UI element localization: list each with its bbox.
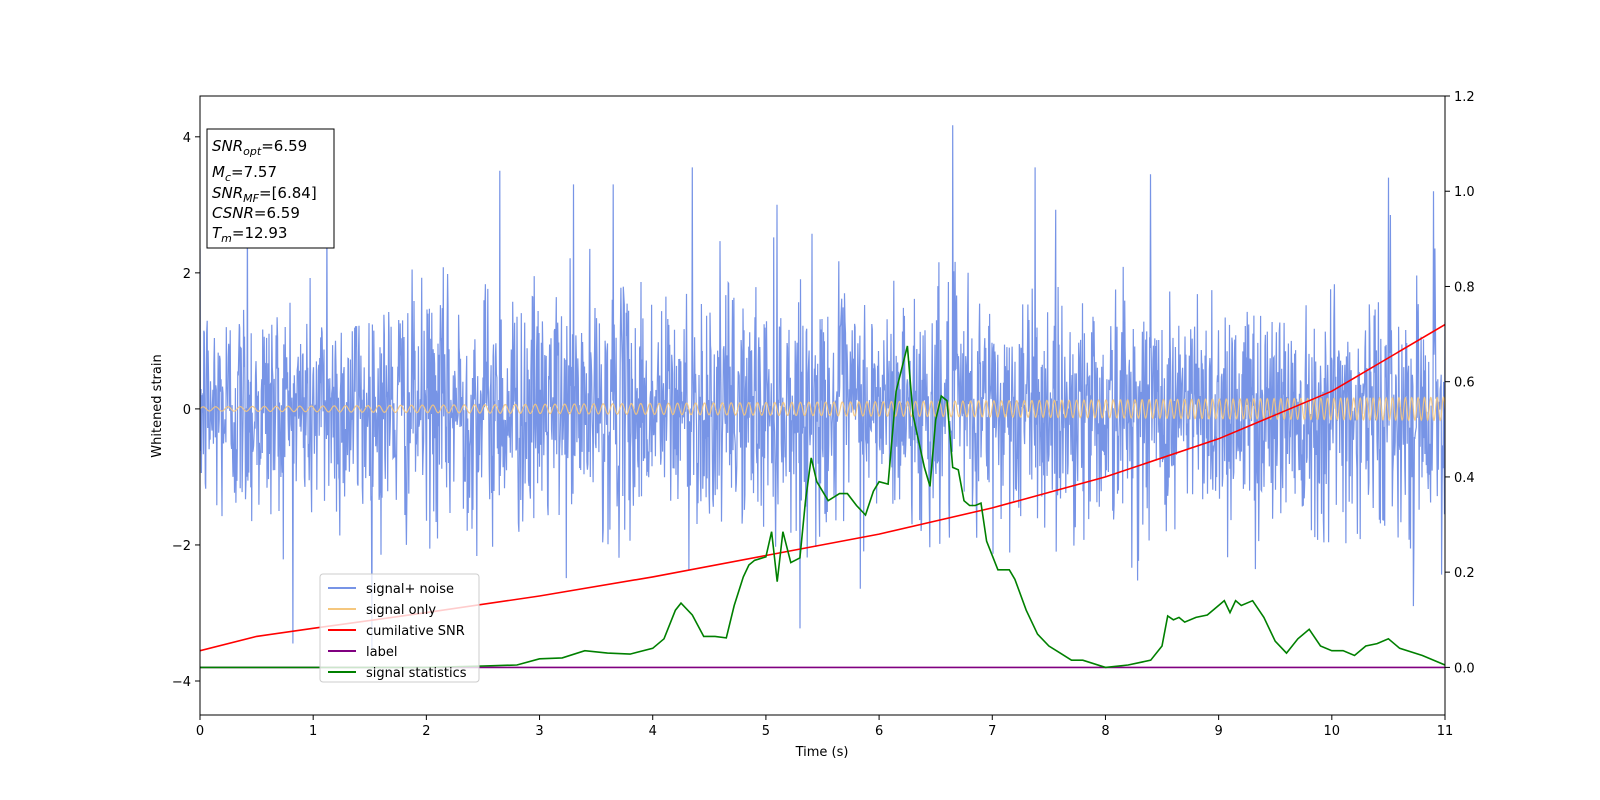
x-tick-label: 2 bbox=[422, 724, 430, 739]
legend-label: cumilative SNR bbox=[366, 624, 465, 639]
x-tick-label: 0 bbox=[196, 724, 204, 739]
annotation-subscript: opt bbox=[243, 145, 262, 158]
metrics-annotation-box: SNRopt=6.59Mc=7.57SNRMF=[6.84]CSNR=6.59T… bbox=[206, 128, 335, 249]
annotation-frame bbox=[206, 128, 335, 249]
legend-label: label bbox=[366, 645, 397, 660]
annotation-symbol: SNR bbox=[212, 137, 243, 155]
right-y-tick-label: 1.2 bbox=[1454, 90, 1475, 105]
x-tick-label: 7 bbox=[988, 724, 996, 739]
x-tick-label: 10 bbox=[1324, 724, 1341, 739]
annotation-subscript: MF bbox=[243, 192, 259, 205]
signal-plus-noise-series bbox=[200, 125, 1445, 649]
annotation-value: =6.59 bbox=[254, 204, 300, 222]
left-y-tick-label: 4 bbox=[183, 131, 191, 146]
left-y-tick-label: −2 bbox=[172, 539, 191, 554]
annotation-symbol: SNR bbox=[212, 184, 243, 202]
annotation-line: Tm=12.93 bbox=[212, 224, 287, 245]
x-tick-label: 11 bbox=[1437, 724, 1454, 739]
left-y-axis-ticks: −4 −2 0 2 4 bbox=[172, 131, 200, 690]
legend-label: signal statistics bbox=[366, 666, 467, 681]
x-tick-label: 1 bbox=[309, 724, 317, 739]
annotation-line: SNRMF=[6.84] bbox=[212, 184, 317, 205]
x-tick-label: 5 bbox=[762, 724, 770, 739]
signal-only-series bbox=[200, 396, 1445, 422]
x-tick-label: 9 bbox=[1214, 724, 1222, 739]
legend: signal+ noise signal only cumilative SNR la… bbox=[319, 573, 480, 683]
annotation-line: Mc=7.57 bbox=[212, 163, 277, 184]
right-y-tick-label: 0.2 bbox=[1454, 566, 1475, 581]
annotation-value: =12.93 bbox=[232, 224, 288, 242]
signal-only-line bbox=[200, 396, 1445, 422]
annotation-subscript: m bbox=[221, 232, 232, 245]
annotation-value: =7.57 bbox=[231, 163, 277, 181]
annotation-subscript: c bbox=[225, 171, 231, 184]
x-tick-label: 4 bbox=[649, 724, 657, 739]
plot-frame bbox=[199, 95, 1446, 716]
x-tick-label: 6 bbox=[875, 724, 883, 739]
legend-label: signal only bbox=[366, 603, 436, 618]
x-axis-label: Time (s) bbox=[795, 745, 849, 760]
right-y-axis-ticks: 0.0 0.2 0.4 0.6 0.8 1.0 1.2 bbox=[1445, 90, 1475, 676]
legend-frame bbox=[319, 573, 480, 683]
annotation-line: CSNR=6.59 bbox=[212, 204, 300, 222]
left-y-axis-label: Whitened strain bbox=[150, 354, 165, 457]
legend-label: signal+ noise bbox=[366, 582, 454, 597]
left-y-tick-label: 0 bbox=[183, 403, 191, 418]
annotation-symbol: CSNR bbox=[212, 204, 254, 222]
right-y-tick-label: 0.8 bbox=[1454, 280, 1475, 295]
left-y-tick-label: −4 bbox=[172, 675, 191, 690]
annotation-value: =[6.84] bbox=[259, 184, 317, 202]
annotation-value: =6.59 bbox=[261, 137, 307, 155]
annotation-symbol: T bbox=[212, 224, 223, 242]
right-y-tick-label: 0.4 bbox=[1454, 471, 1475, 486]
signal-plus-noise-line bbox=[200, 125, 1445, 649]
annotation-line: SNRopt=6.59 bbox=[212, 137, 307, 158]
x-axis-ticks: 0 1 2 3 4 5 6 7 8 9 10 11 bbox=[196, 715, 1453, 739]
left-y-tick-label: 2 bbox=[183, 267, 191, 282]
x-tick-label: 8 bbox=[1101, 724, 1109, 739]
right-y-tick-label: 1.0 bbox=[1454, 185, 1475, 200]
x-tick-label: 3 bbox=[535, 724, 543, 739]
right-y-tick-label: 0.0 bbox=[1454, 661, 1475, 676]
right-y-tick-label: 0.6 bbox=[1454, 376, 1475, 391]
signal-statistics-line bbox=[200, 345, 1445, 669]
annotation-symbol: M bbox=[212, 163, 225, 181]
